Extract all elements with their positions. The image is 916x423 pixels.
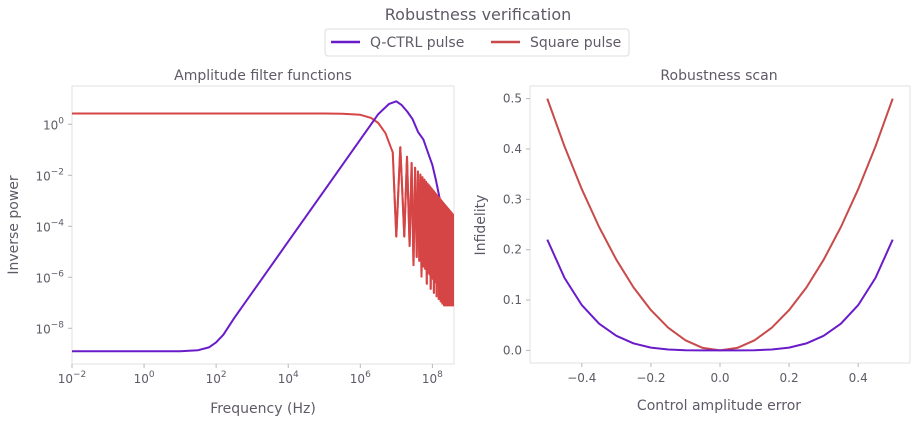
filter-y-ticks: 100 10−2 10−4 10−6 10−8 <box>35 116 72 336</box>
scan-line-qctrl-pulse <box>546 239 894 352</box>
filter-y-tick-label: 10−4 <box>35 218 64 234</box>
filter-line-qctrl-pulse <box>72 100 454 353</box>
legend-frame <box>324 28 630 57</box>
filter-chart-title: Amplitude filter functions <box>174 68 352 84</box>
filter-y-tick-label: 10−6 <box>35 269 64 285</box>
legend-label-qctrl: Q-CTRL pulse <box>370 35 464 51</box>
filter-line-square-pulse <box>392 146 454 307</box>
scan-line-square-pulse <box>546 98 894 352</box>
scan-y-tick-label: 0.2 <box>503 243 522 257</box>
filter-x-ticks: 10−2 100 102 104 106 108 <box>58 364 443 386</box>
filter-y-axis-label: Inverse power <box>6 175 22 275</box>
scan-x-tick-label: 0.0 <box>710 371 729 385</box>
scan-chart-title: Robustness scan <box>660 68 777 84</box>
filter-x-tick-label: 106 <box>350 370 371 386</box>
filter-x-tick-label: 10−2 <box>58 370 87 386</box>
scan-y-tick-label: 0.3 <box>503 192 522 206</box>
filter-lines <box>72 100 454 353</box>
scan-y-ticks: 0.0 0.1 0.2 0.3 0.4 0.5 <box>503 92 530 357</box>
figure-title: Robustness verification <box>385 5 572 24</box>
filter-y-tick-label: 100 <box>43 116 64 132</box>
scan-y-tick-label: 0.1 <box>503 293 522 307</box>
filter-x-tick-label: 104 <box>278 370 299 386</box>
filter-x-tick-label: 102 <box>206 370 227 386</box>
legend-label-square: Square pulse <box>530 35 621 51</box>
filter-function-chart: Amplitude filter functions 10−2 100 102 104… <box>6 68 455 417</box>
scan-x-tick-label: −0.4 <box>567 371 596 385</box>
scan-x-tick-label: −0.2 <box>636 371 665 385</box>
filter-y-tick-label: 10−8 <box>35 320 64 336</box>
legend: Q-CTRL pulse Square pulse <box>324 28 630 57</box>
scan-y-tick-label: 0.0 <box>503 343 522 357</box>
scan-x-axis-label: Control amplitude error <box>637 398 801 414</box>
scan-lines <box>546 98 894 352</box>
filter-y-tick-label: 10−2 <box>35 167 64 183</box>
scan-x-ticks: −0.4 −0.2 0.0 0.2 0.4 <box>567 363 868 385</box>
scan-y-axis-label: Infidelity <box>473 195 489 256</box>
scan-y-tick-label: 0.5 <box>503 92 522 106</box>
robustness-scan-chart: Robustness scan −0.4 −0.2 0.0 0.2 0.4 0.0 0.1… <box>473 68 911 414</box>
filter-x-tick-label: 108 <box>422 370 443 386</box>
scan-plot-frame <box>529 85 911 364</box>
scan-y-tick-label: 0.4 <box>503 142 522 156</box>
scan-x-tick-label: 0.4 <box>849 371 868 385</box>
filter-x-tick-label: 100 <box>134 370 155 386</box>
scan-x-tick-label: 0.2 <box>780 371 799 385</box>
filter-x-axis-label: Frequency (Hz) <box>210 401 316 417</box>
